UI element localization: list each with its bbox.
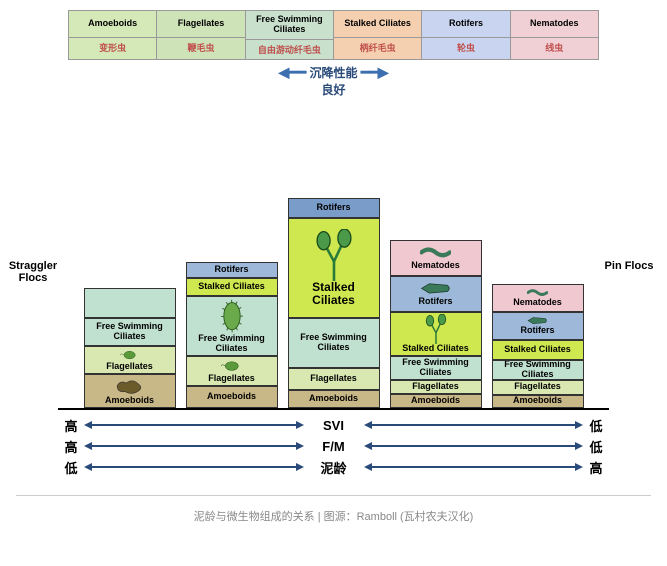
header-zh: 鞭毛虫 [157, 37, 244, 57]
bar-segment: Rotifers [288, 198, 380, 218]
axis-mid: SVI [304, 418, 364, 433]
bar-segment: Flagellates [186, 356, 278, 386]
bar-segment: Rotifers [390, 276, 482, 312]
axis-row: 高 F/M 低 [58, 437, 609, 456]
header-col: Rotifers轮虫 [422, 11, 510, 59]
bar-segment: Amoeboids [492, 395, 584, 408]
center-good-settling: ◀━━ 沉降性能 ━━▶ 良好 [8, 64, 659, 98]
stacked-bar-chart: Straggler Flocs Pin Flocs AmoeboidsFlage… [58, 100, 609, 410]
bar-segment: Nematodes [390, 240, 482, 276]
bar-segment: Free Swimming Ciliates [186, 296, 278, 356]
header-zh: 柄纤毛虫 [334, 37, 421, 57]
bar-segment: Stalked Ciliates [390, 312, 482, 356]
bar-column: AmoeboidsFlagellatesFree Swimming Ciliat… [84, 288, 176, 408]
axis-mid: F/M [304, 439, 364, 454]
axis-row: 高 SVI 低 [58, 416, 609, 435]
bar-segment: Flagellates [390, 380, 482, 394]
bar-segment: Rotifers [186, 262, 278, 278]
bar-segment: Nematodes [492, 284, 584, 312]
bar-segment: Amoeboids [186, 386, 278, 408]
header-zh: 自由游动纤毛虫 [246, 39, 333, 59]
header-table: Amoeboids变形虫Flagellates鞭毛虫Free Swimming … [68, 10, 599, 60]
axis-right: 低 [583, 416, 609, 435]
header-col: Free Swimming Ciliates自由游动纤毛虫 [246, 11, 334, 59]
axis-mid: 泥龄 [304, 458, 364, 477]
left-label: Straggler Flocs [3, 260, 63, 284]
caption: 泥龄与微生物组成的关系 | 图源：Ramboll (瓦村农夫汉化) [16, 495, 651, 536]
axis-left: 高 [58, 437, 84, 456]
bar-segment: Free Swimming Ciliates [390, 356, 482, 380]
axis-left: 低 [58, 458, 84, 477]
bar-segment: Free Swimming Ciliates [84, 318, 176, 346]
header-en: Amoeboids [69, 11, 156, 37]
header-col: Amoeboids变形虫 [69, 11, 157, 59]
header-en: Flagellates [157, 11, 244, 37]
bar-segment: Amoeboids [390, 394, 482, 408]
header-en: Nematodes [511, 11, 598, 37]
bar-column: AmoeboidsFlagellatesFree Swimming Ciliat… [186, 262, 278, 408]
axis-right: 高 [583, 458, 609, 477]
bar-segment [84, 288, 176, 318]
axis-row: 低 泥龄 高 [58, 458, 609, 477]
bar-segment: Rotifers [492, 312, 584, 340]
header-en: Stalked Ciliates [334, 11, 421, 37]
header-col: Flagellates鞭毛虫 [157, 11, 245, 59]
header-zh: 线虫 [511, 37, 598, 57]
bar-segment: Flagellates [288, 368, 380, 390]
bar-segment: Flagellates [492, 380, 584, 395]
bar-segment: Flagellates [84, 346, 176, 374]
bar-segment: Free Swimming Ciliates [492, 360, 584, 380]
axis-left: 高 [58, 416, 84, 435]
bar-segment: Stalked Ciliates [288, 218, 380, 318]
axis-right: 低 [583, 437, 609, 456]
right-label: Pin Flocs [599, 260, 659, 272]
bar-segment: Amoeboids [84, 374, 176, 408]
header-col: Nematodes线虫 [511, 11, 598, 59]
header-en: Free Swimming Ciliates [246, 11, 333, 39]
bar-column: AmoeboidsFlagellatesFree Swimming Ciliat… [492, 284, 584, 408]
bar-segment: Stalked Ciliates [186, 278, 278, 296]
bar-segment: Stalked Ciliates [492, 340, 584, 360]
header-zh: 变形虫 [69, 37, 156, 57]
bar-column: AmoeboidsFlagellatesFree Swimming Ciliat… [390, 240, 482, 408]
bar-segment: Free Swimming Ciliates [288, 318, 380, 368]
header-zh: 轮虫 [422, 37, 509, 57]
header-col: Stalked Ciliates柄纤毛虫 [334, 11, 422, 59]
bar-segment: Amoeboids [288, 390, 380, 408]
header-en: Rotifers [422, 11, 509, 37]
bar-column: AmoeboidsFlagellatesFree Swimming Ciliat… [288, 198, 380, 408]
axes: 高SVI低高F/M低低泥龄高 [58, 416, 609, 477]
